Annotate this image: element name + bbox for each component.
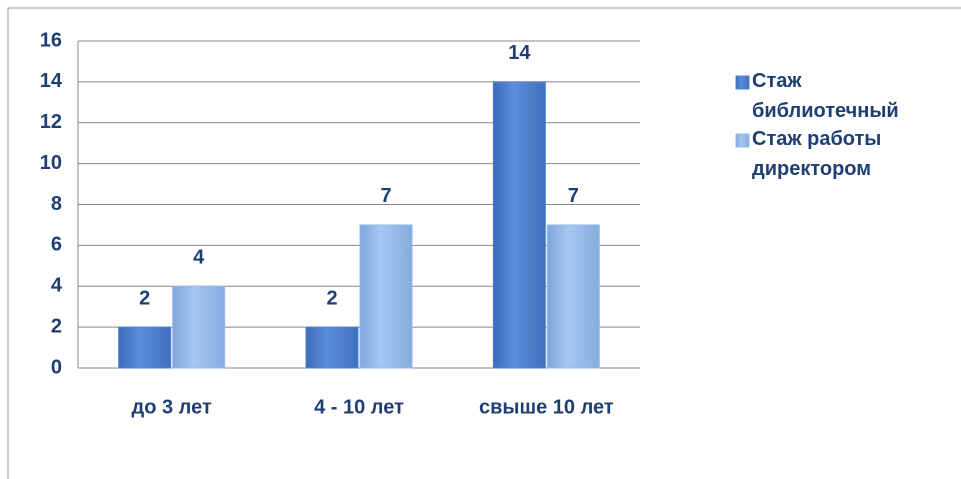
y-tick-label: 6: [51, 234, 62, 256]
legend-swatch: [735, 133, 750, 148]
x-tick-label: 4 - 10 лет: [314, 396, 404, 418]
data-label: 2: [139, 287, 150, 309]
legend-entry: Стаж библиотечный: [752, 70, 899, 122]
bar: [359, 224, 413, 369]
x-tick-label: свыше 10 лет: [479, 396, 614, 418]
y-tick-label: 4: [51, 275, 63, 297]
y-tick-label: 2: [51, 315, 62, 337]
x-tick-label: до 3 лет: [132, 396, 212, 418]
data-label: 7: [380, 185, 391, 207]
data-label: 2: [326, 287, 337, 309]
y-tick-label: 0: [51, 356, 62, 378]
y-tick-label: 10: [40, 152, 62, 174]
y-tick-label: 14: [40, 70, 63, 92]
chart-frame: [7, 7, 961, 479]
bar: [305, 326, 359, 369]
y-tick-label: 12: [40, 111, 62, 133]
bar: [546, 224, 600, 369]
legend-label: Стаж библиотечный: [752, 70, 899, 122]
legend-swatch: [735, 75, 750, 90]
data-label: 14: [508, 42, 531, 64]
y-tick-label: 8: [51, 193, 62, 215]
bar: [492, 81, 546, 369]
y-tick-label: 16: [40, 29, 62, 51]
legend-entry: Стаж работы директором: [752, 128, 882, 180]
legend-label: Стаж работы директором: [752, 128, 882, 180]
bar: [118, 326, 172, 369]
bar: [172, 285, 226, 369]
data-label: 4: [193, 247, 205, 269]
data-label: 7: [568, 185, 579, 207]
